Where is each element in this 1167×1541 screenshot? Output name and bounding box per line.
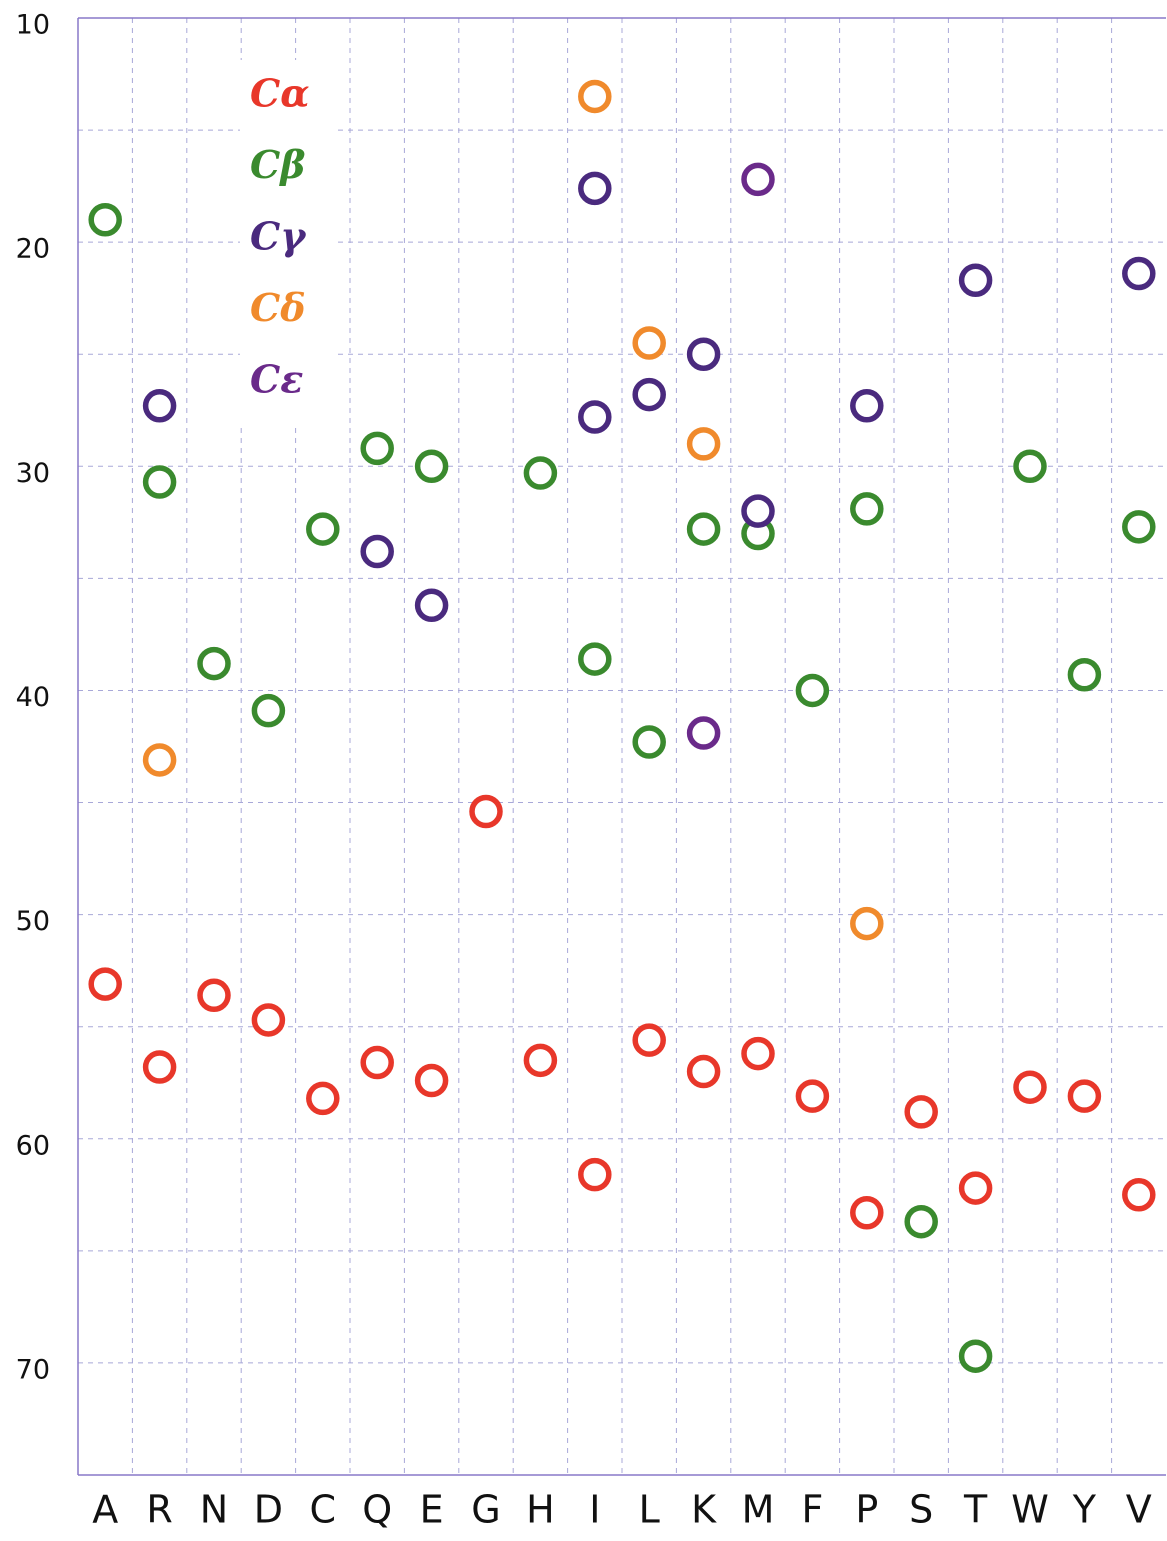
point xyxy=(686,1054,721,1089)
legend-entry: Cβ xyxy=(250,142,305,187)
y-tick-label: 70 xyxy=(16,1354,50,1385)
point xyxy=(632,377,666,412)
point xyxy=(578,1157,612,1192)
point xyxy=(686,512,721,546)
x-tick-label: S xyxy=(909,1488,933,1532)
legend-entry: Cδ xyxy=(250,285,306,330)
point xyxy=(142,1050,177,1084)
x-tick-label: P xyxy=(855,1488,878,1532)
point xyxy=(632,1023,666,1057)
x-tick-label: Y xyxy=(1072,1488,1097,1532)
x-tick-label: K xyxy=(691,1488,717,1532)
point xyxy=(306,1081,340,1116)
x-tick-label: I xyxy=(589,1488,600,1532)
point xyxy=(197,978,231,1013)
x-tick-label: D xyxy=(254,1488,283,1532)
point xyxy=(1122,1178,1156,1212)
x-tick-label: C xyxy=(310,1488,337,1532)
point xyxy=(523,456,558,490)
y-tick-label: 50 xyxy=(16,906,50,937)
x-tick-label: T xyxy=(963,1488,988,1532)
point xyxy=(958,1171,993,1205)
point xyxy=(197,646,231,681)
point xyxy=(251,693,286,728)
point xyxy=(1013,1070,1047,1104)
legend-entry: Cα xyxy=(250,71,310,116)
x-tick-label: Q xyxy=(362,1488,392,1532)
x-tick-label: L xyxy=(639,1488,660,1532)
x-tick-label: W xyxy=(1011,1488,1049,1532)
x-tick-label: G xyxy=(471,1488,500,1532)
point xyxy=(741,1036,775,1071)
point xyxy=(578,79,612,114)
legend-entry: Cγ xyxy=(250,214,307,259)
point xyxy=(850,389,884,423)
x-tick-label: N xyxy=(200,1488,228,1532)
x-tick-label: E xyxy=(420,1488,444,1532)
point xyxy=(306,512,340,546)
x-tick-label: M xyxy=(742,1488,775,1532)
point xyxy=(578,400,612,434)
point xyxy=(795,1079,830,1113)
x-tick-label: H xyxy=(526,1488,555,1532)
point xyxy=(251,1003,286,1037)
point xyxy=(414,588,449,623)
point xyxy=(414,1063,449,1098)
point xyxy=(850,1195,884,1230)
point xyxy=(360,1045,394,1080)
point xyxy=(686,427,721,461)
y-tick-label: 10 xyxy=(16,10,50,41)
point xyxy=(578,642,612,676)
point xyxy=(88,202,122,237)
point xyxy=(1067,658,1102,692)
legend-entry: Cε xyxy=(250,357,303,402)
x-tick-label: R xyxy=(146,1488,172,1532)
point xyxy=(741,494,775,528)
legend-box xyxy=(240,60,335,425)
point xyxy=(850,492,884,526)
y-tick-label: 20 xyxy=(16,234,50,265)
point xyxy=(632,725,666,759)
x-tick-label: V xyxy=(1126,1488,1152,1532)
point xyxy=(958,1339,993,1373)
point xyxy=(1122,256,1156,291)
point xyxy=(904,1204,938,1239)
point xyxy=(795,673,830,708)
point xyxy=(469,794,503,829)
y-tick-label: 40 xyxy=(16,682,50,713)
point xyxy=(142,743,177,777)
point xyxy=(1122,510,1156,544)
point xyxy=(686,337,721,371)
y-tick-label: 60 xyxy=(16,1130,50,1161)
point xyxy=(360,534,394,569)
point xyxy=(1013,449,1047,484)
point xyxy=(850,906,884,941)
point xyxy=(958,263,993,298)
point xyxy=(686,716,721,750)
point xyxy=(142,465,177,499)
point xyxy=(523,1043,558,1078)
y-tick-label: 30 xyxy=(16,458,50,489)
x-tick-label: A xyxy=(92,1488,118,1532)
point xyxy=(632,326,666,360)
point xyxy=(360,431,394,466)
point xyxy=(904,1095,938,1129)
point xyxy=(142,389,177,423)
point xyxy=(741,162,775,197)
point xyxy=(1067,1079,1102,1113)
point xyxy=(88,967,122,1001)
point xyxy=(578,171,612,206)
x-tick-label: F xyxy=(801,1488,823,1532)
point xyxy=(414,449,449,484)
